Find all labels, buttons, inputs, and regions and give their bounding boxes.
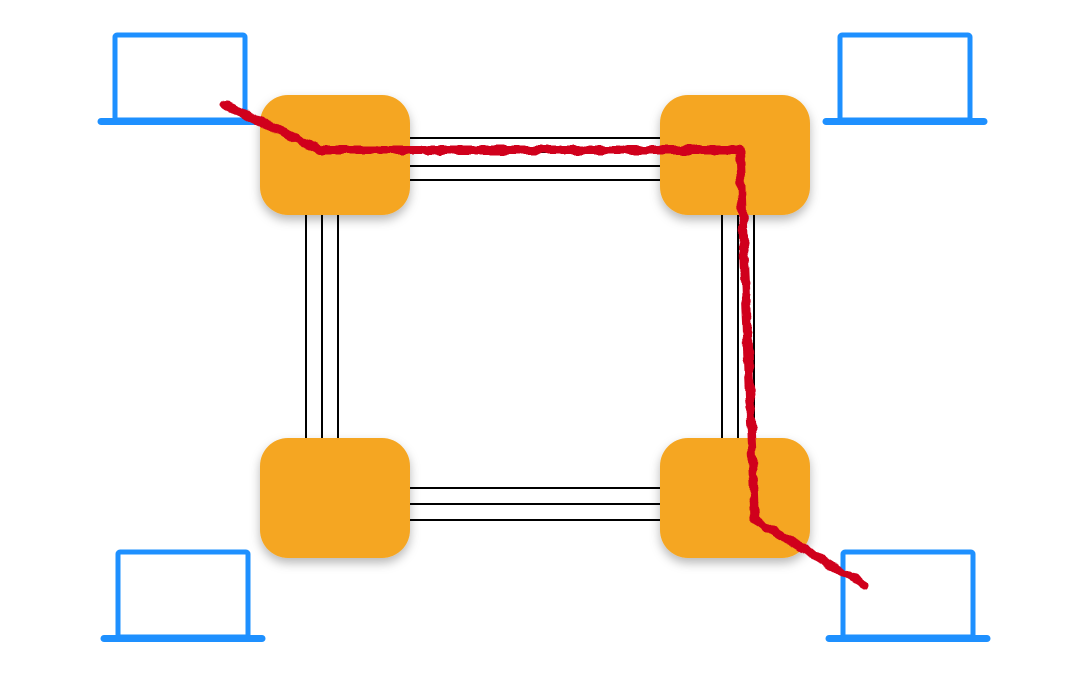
- router-node: [660, 95, 810, 215]
- link-bundle-top-h: [410, 138, 660, 180]
- nodes: [101, 35, 987, 639]
- laptop-icon: [826, 35, 984, 122]
- router-node: [260, 438, 410, 558]
- router-node: [260, 95, 410, 215]
- link-bundle-left-v: [306, 215, 338, 438]
- network-diagram: [0, 0, 1080, 683]
- link-bundle-bot-h: [410, 488, 660, 520]
- laptop-icon: [829, 552, 987, 639]
- laptop-icon: [104, 552, 262, 639]
